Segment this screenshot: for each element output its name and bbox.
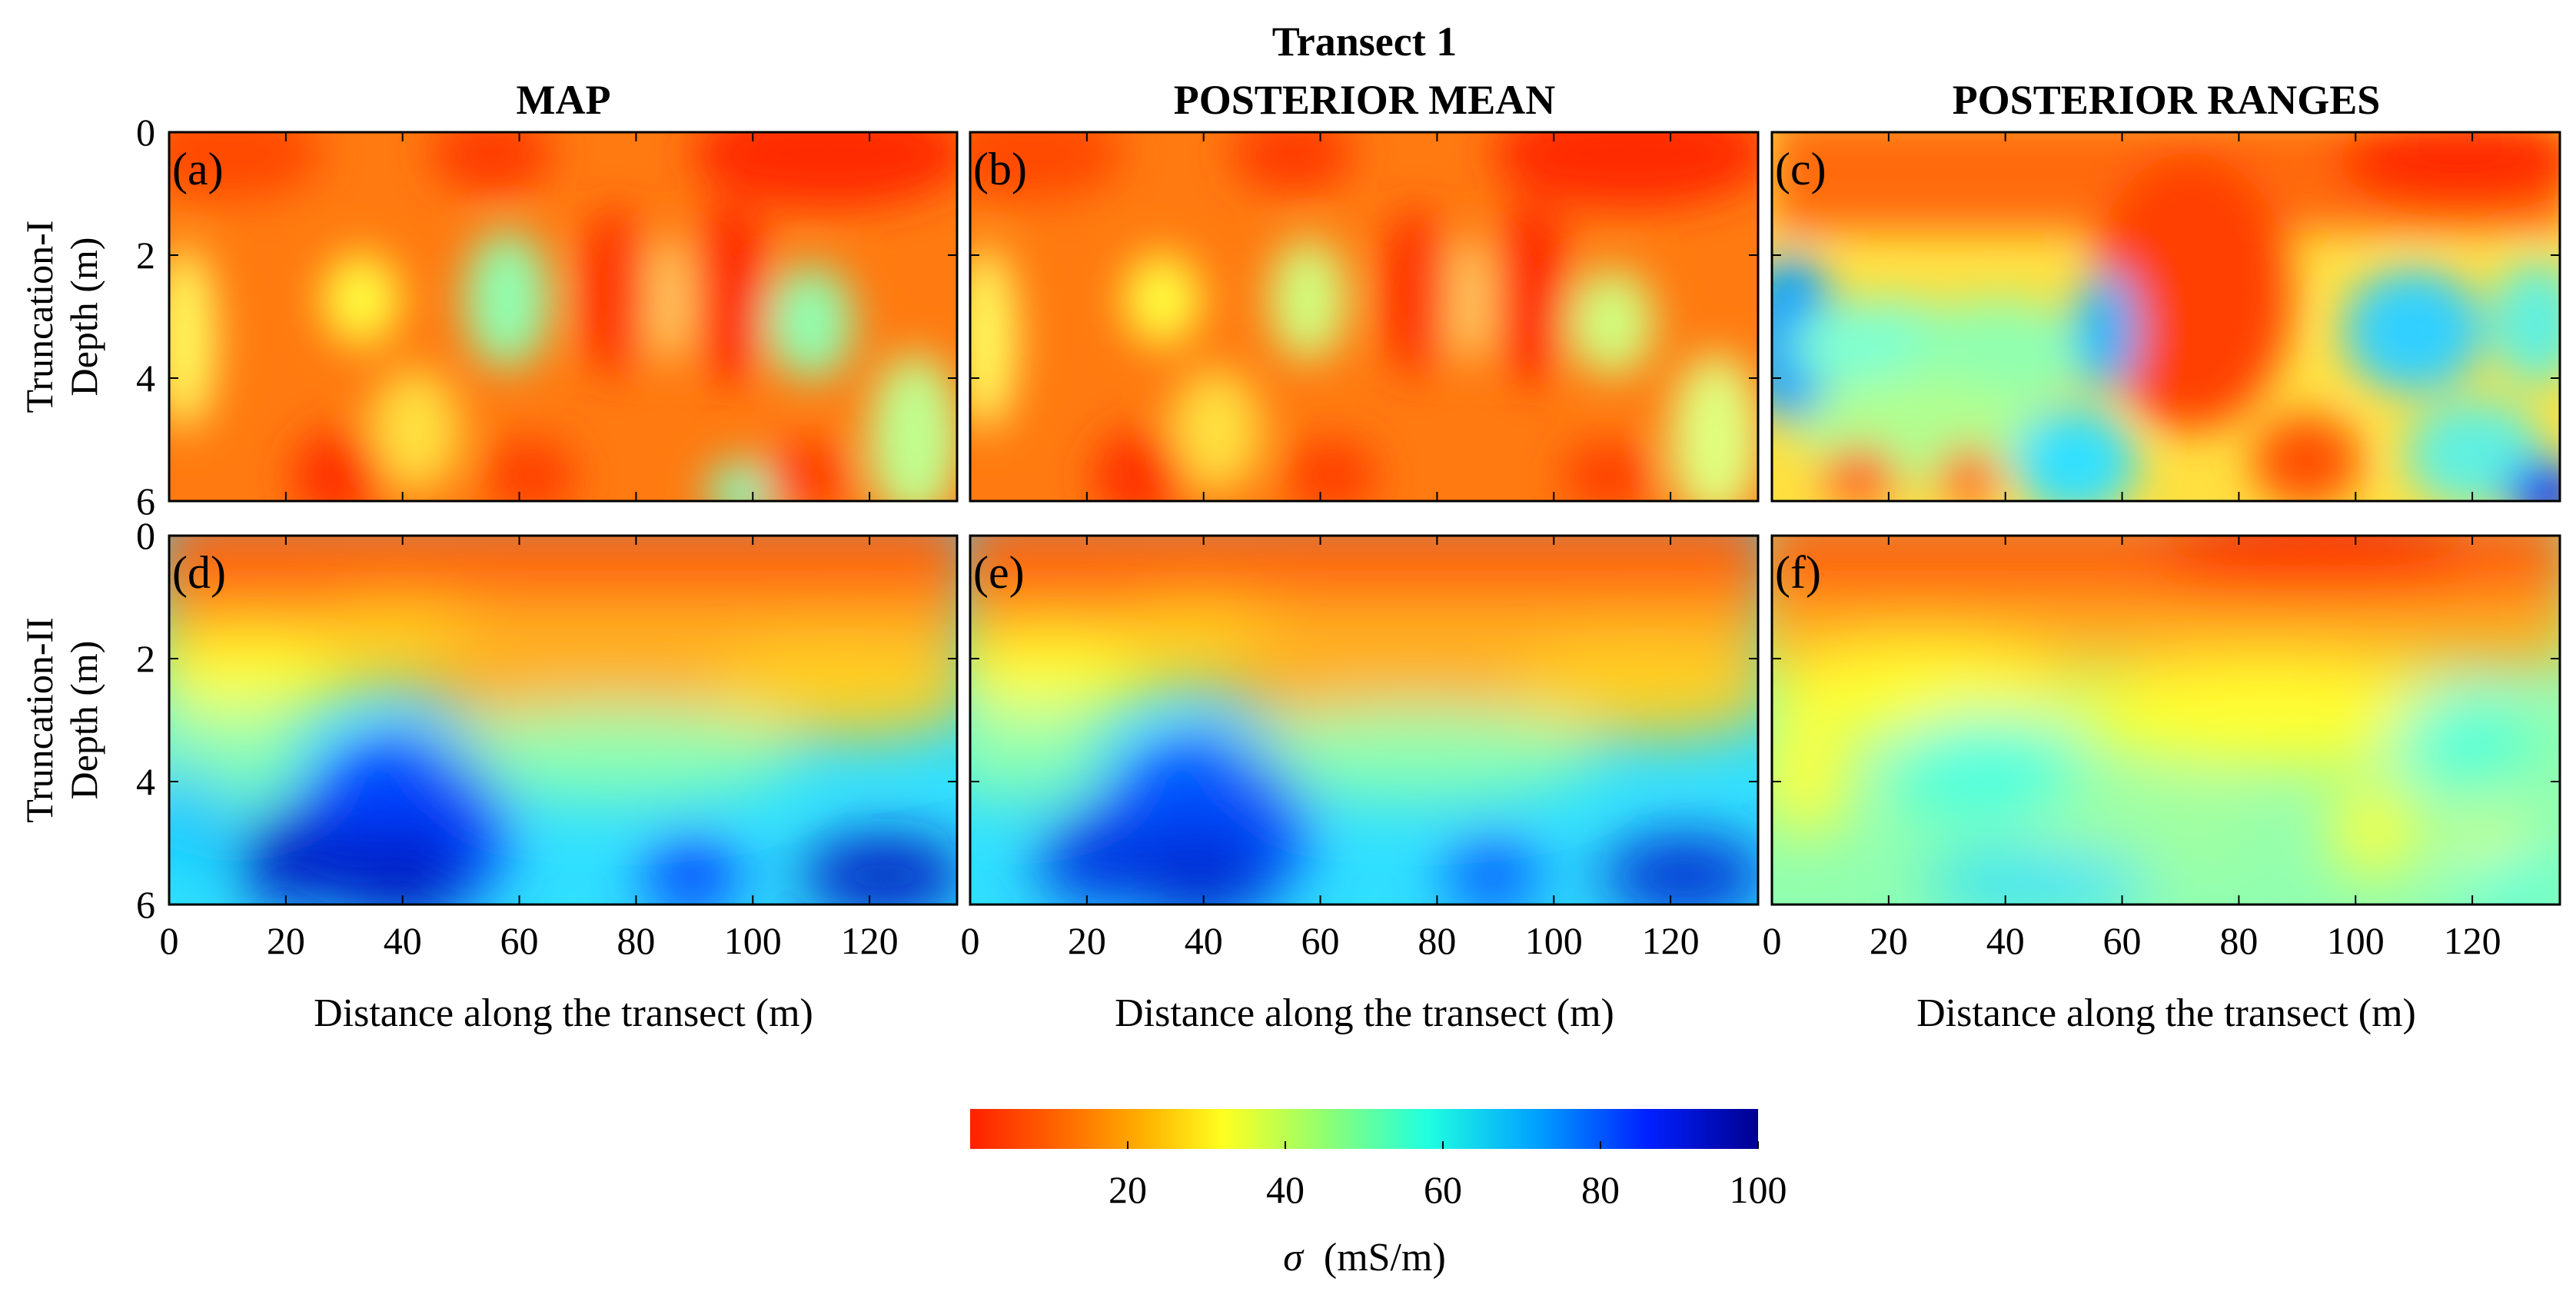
y-tick-label: 6: [136, 883, 155, 926]
x-tick-label: 80: [1418, 919, 1456, 962]
column-title-posterior-ranges: POSTERIOR RANGES: [1953, 77, 2381, 123]
row-label-depth-1: Depth (m): [62, 237, 105, 397]
y-tick-label: 6: [136, 480, 155, 523]
x-tick-label: 20: [1068, 919, 1106, 962]
panel-label-b: (b): [973, 144, 1027, 194]
panel-label-f: (f): [1775, 547, 1821, 598]
y-tick-label: 4: [136, 357, 155, 400]
x-tick-label: 20: [267, 919, 305, 962]
x-tick-label: 40: [1185, 919, 1223, 962]
x-tick-label: 40: [1986, 919, 2025, 962]
x-tick-label: 0: [961, 919, 980, 962]
heatmap-panel-c: [1772, 132, 2560, 501]
colorbar-tick-label: 80: [1581, 1168, 1620, 1211]
panel-frame-a: [168, 131, 959, 503]
colorbar: [970, 1109, 1758, 1149]
x-tick-label: 80: [617, 919, 655, 962]
heatmap-panel-d: [169, 536, 957, 905]
x-axis-label-2: Distance along the transect (m): [1115, 991, 1614, 1035]
heatmap-panel-a: [169, 132, 957, 501]
colorbar-tick-label: 100: [1730, 1168, 1787, 1211]
x-tick-label: 80: [2219, 919, 2258, 962]
x-axis-label-3: Distance along the transect (m): [1916, 991, 2416, 1035]
x-tick-label: 60: [1301, 919, 1340, 962]
colorbar-label: σ (mS/m): [1283, 1236, 1446, 1280]
panel-label-a: (a): [172, 144, 224, 194]
panel-frame-f: [1770, 534, 2561, 906]
x-tick-label: 0: [160, 919, 179, 962]
x-tick-label: 60: [500, 919, 539, 962]
panel-label-e: (e): [973, 547, 1025, 598]
colorbar-label-units: (mS/m): [1324, 1236, 1446, 1280]
x-tick-label: 120: [2444, 919, 2501, 962]
panel-frame-e: [969, 534, 1760, 906]
panel-label-d: (d): [172, 547, 226, 598]
heatmap-panel-b: [970, 132, 1758, 501]
figure-title: Transect 1: [1272, 18, 1457, 65]
y-tick-label: 4: [136, 760, 155, 803]
colorbar-label-symbol: σ: [1283, 1236, 1305, 1280]
colorbar-ticks: 20 40 60 80 100: [1109, 1141, 1787, 1211]
colorbar-tick-label: 60: [1424, 1168, 1462, 1211]
x-tick-label: 120: [841, 919, 899, 962]
panel-frame-d: [168, 534, 959, 906]
x-tick-label: 0: [1763, 919, 1782, 962]
panel-frame-b: [969, 131, 1760, 503]
panel-frame-c: [1770, 131, 2561, 503]
row-label-truncation-2: Truncation-II: [18, 617, 61, 823]
x-tick-label: 20: [1870, 919, 1908, 962]
panel-label-c: (c): [1775, 144, 1826, 194]
column-title-posterior-mean: POSTERIOR MEAN: [1174, 77, 1556, 123]
x-tick-label: 40: [384, 919, 422, 962]
y-tick-label: 2: [136, 637, 155, 680]
y-tick-label: 0: [136, 514, 155, 557]
x-tick-label: 120: [1642, 919, 1700, 962]
row-label-depth-2: Depth (m): [62, 641, 105, 800]
x-tick-label: 100: [2327, 919, 2385, 962]
x-tick-label: 60: [2103, 919, 2142, 962]
x-tick-label: 100: [1525, 919, 1583, 962]
column-title-map: MAP: [517, 77, 611, 123]
y-tick-label: 2: [136, 234, 155, 277]
colorbar-tick-label: 40: [1266, 1168, 1305, 1211]
heatmap-panel-f: [1772, 536, 2560, 905]
heatmap-panel-e: [970, 536, 1758, 905]
x-axis-label-1: Distance along the transect (m): [314, 991, 813, 1035]
y-tick-label: 0: [136, 111, 155, 154]
row-label-truncation-1: Truncation-I: [18, 221, 61, 413]
x-tick-label: 100: [724, 919, 782, 962]
colorbar-tick-label: 20: [1109, 1168, 1147, 1211]
